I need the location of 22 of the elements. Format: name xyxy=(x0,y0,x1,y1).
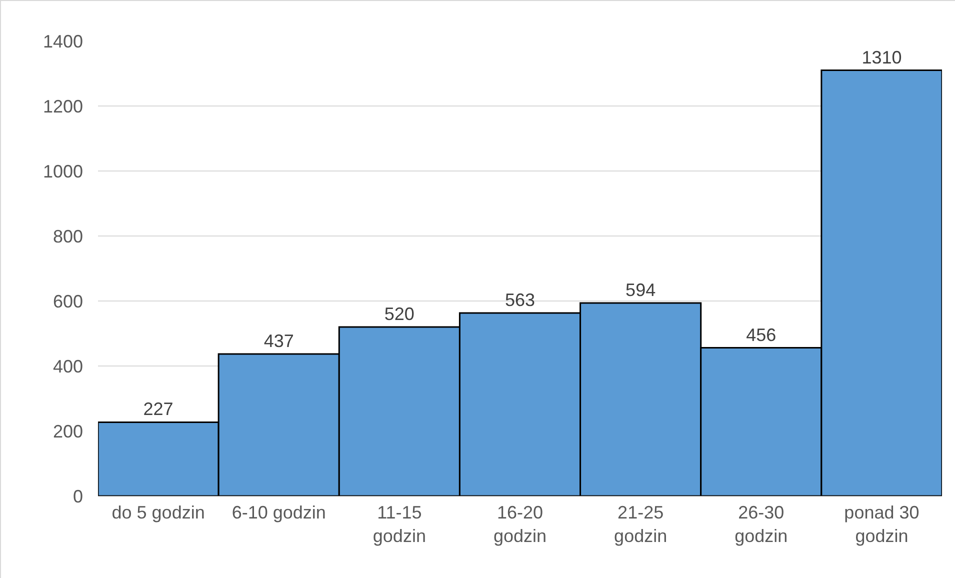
data-label: 594 xyxy=(626,280,656,300)
x-tick-label: do 5 godzin xyxy=(112,502,205,523)
data-label: 1310 xyxy=(862,47,902,68)
y-tick-label: 0 xyxy=(72,486,83,506)
data-label: 520 xyxy=(384,304,414,324)
data-label: 227 xyxy=(143,399,174,420)
data-label: 437 xyxy=(264,330,294,351)
y-tick-label: 1200 xyxy=(42,96,83,116)
y-tick-label: 600 xyxy=(52,291,83,312)
y-tick-label: 1400 xyxy=(42,31,83,52)
x-tick-label: 6-10 godzin xyxy=(232,502,326,523)
y-tick-label: 800 xyxy=(52,226,83,246)
y-tick-label: 200 xyxy=(52,421,83,442)
x-tick-label: 21-25 godzin xyxy=(614,502,668,546)
data-label: 563 xyxy=(504,290,536,310)
y-tick-label: 1000 xyxy=(42,161,83,182)
y-tick-label: 400 xyxy=(52,356,83,376)
x-tick-label: 16-20 godzin xyxy=(493,502,547,546)
data-label: 456 xyxy=(746,324,776,345)
x-tick-label: 26-30 godzin xyxy=(734,502,788,546)
x-tick-label: ponad 30 godzin xyxy=(844,502,920,546)
x-tick-label: 11-15 godzin xyxy=(372,502,426,546)
